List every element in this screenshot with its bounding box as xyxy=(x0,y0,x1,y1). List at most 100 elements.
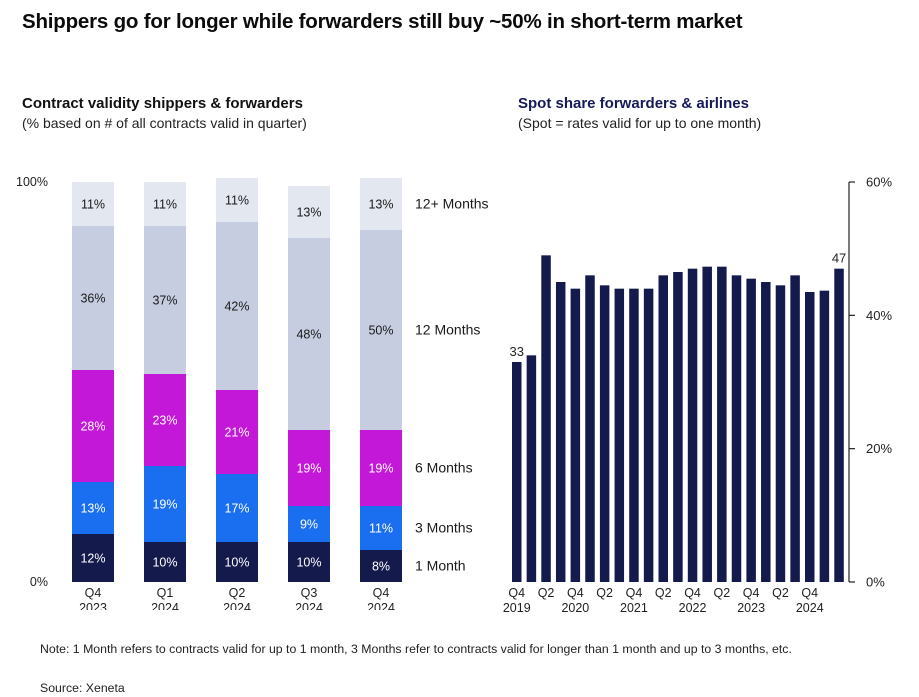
data-label: 11% xyxy=(225,194,249,208)
x-tick-label: Q2 xyxy=(655,586,672,600)
data-label: 21% xyxy=(224,426,249,440)
x-tick-label: Q1 xyxy=(157,586,174,600)
bar-segment xyxy=(360,506,402,550)
right-chart-title: Spot share forwarders & airlines xyxy=(518,95,749,112)
bar-segment xyxy=(288,186,330,238)
spot-bar xyxy=(541,255,551,582)
x-tick-label: 2019 xyxy=(503,601,531,615)
x-tick-label: Q4 xyxy=(801,586,818,600)
bar-segment xyxy=(288,430,330,506)
legend-label: 3 Months xyxy=(415,520,473,536)
y-tick-label: 100% xyxy=(16,175,48,189)
data-label: 33 xyxy=(510,344,524,359)
x-tick-label: Q4 xyxy=(567,586,584,600)
spot-bar xyxy=(629,288,639,582)
data-label: 37% xyxy=(152,294,177,308)
spot-bar xyxy=(731,275,742,582)
y-tick-label: 0% xyxy=(866,575,885,590)
bar-segment xyxy=(360,230,402,430)
bar-segment xyxy=(144,226,186,374)
data-label: 36% xyxy=(80,292,105,306)
data-label: 28% xyxy=(80,420,105,434)
y-tick-label: 40% xyxy=(866,308,892,323)
data-label: 11% xyxy=(369,522,393,536)
x-tick-label: 2024 xyxy=(151,601,179,610)
data-label: 11% xyxy=(153,198,177,212)
bar-segment xyxy=(144,466,186,542)
left-chart-title: Contract validity shippers & forwarders xyxy=(22,95,303,112)
data-label: 11% xyxy=(81,198,105,212)
x-tick-label: 2024 xyxy=(295,601,323,610)
data-label: 13% xyxy=(296,206,321,220)
data-label: 8% xyxy=(372,560,390,574)
bar-segment xyxy=(216,474,258,542)
right-chart-subtitle: (Spot = rates valid for up to one month) xyxy=(518,115,762,131)
x-tick-label: Q4 xyxy=(743,586,760,600)
bar-segment xyxy=(360,550,402,582)
bar-segment xyxy=(288,542,330,582)
data-label: 10% xyxy=(152,556,177,570)
spot-bar xyxy=(585,275,595,582)
spot-bar xyxy=(687,268,698,582)
legend-label: 6 Months xyxy=(415,460,473,476)
data-label: 19% xyxy=(368,462,393,476)
legend-label: 12+ Months xyxy=(415,196,489,212)
left-chart-subtitle: (% based on # of all contracts valid in … xyxy=(22,115,307,131)
bar-segment xyxy=(72,226,114,370)
x-tick-label: 2024 xyxy=(796,601,824,615)
legend-label: 1 Month xyxy=(415,558,466,574)
x-tick-label: 2021 xyxy=(620,601,648,615)
spot-bar xyxy=(614,288,625,582)
spot-bar xyxy=(599,285,610,582)
x-tick-label: 2023 xyxy=(737,601,765,615)
data-label: 10% xyxy=(296,556,321,570)
x-tick-label: 2020 xyxy=(561,601,589,615)
data-label: 19% xyxy=(152,498,177,512)
spot-bar xyxy=(834,268,844,582)
spot-bar xyxy=(673,272,683,582)
spot-bar xyxy=(805,292,815,582)
data-label: 23% xyxy=(152,414,177,428)
spot-bar xyxy=(746,278,756,582)
bar-segment xyxy=(288,506,330,542)
spot-bar xyxy=(658,275,668,582)
data-label: 42% xyxy=(224,300,249,314)
spot-bar xyxy=(790,275,800,582)
spot-bar xyxy=(526,355,537,582)
bar-segment xyxy=(72,482,114,534)
spot-bar xyxy=(775,285,786,582)
source: Source: Xeneta xyxy=(40,681,125,695)
spot-bar xyxy=(761,282,771,582)
data-label: 12% xyxy=(80,552,105,566)
data-label: 17% xyxy=(224,502,249,516)
spot-bar xyxy=(819,290,830,582)
bar-segment xyxy=(216,542,258,582)
bar-segment xyxy=(144,542,186,582)
x-tick-label: 2023 xyxy=(79,601,107,610)
bar-segment xyxy=(216,390,258,474)
bar-segment xyxy=(216,222,258,390)
y-tick-label: 20% xyxy=(866,441,892,456)
spot-bar xyxy=(702,266,712,582)
x-tick-label: Q4 xyxy=(508,586,525,600)
y-tick-label: 60% xyxy=(866,175,892,190)
x-tick-label: Q3 xyxy=(301,586,318,600)
bar-segment xyxy=(72,370,114,482)
x-tick-label: Q2 xyxy=(229,586,246,600)
data-label: 10% xyxy=(224,556,249,570)
legend-label: 12 Months xyxy=(415,322,480,338)
x-tick-label: Q2 xyxy=(714,586,731,600)
x-tick-label: 2024 xyxy=(223,601,251,610)
data-label: 9% xyxy=(300,518,318,532)
data-label: 19% xyxy=(296,462,321,476)
data-label: 48% xyxy=(296,328,321,342)
x-tick-label: 2024 xyxy=(367,601,395,610)
data-label: 47 xyxy=(832,251,846,266)
page-title: Shippers go for longer while forwarders … xyxy=(22,10,743,33)
data-label: 13% xyxy=(80,502,105,516)
bar-segment xyxy=(72,182,114,226)
x-tick-label: Q2 xyxy=(538,586,555,600)
x-tick-label: Q4 xyxy=(626,586,643,600)
bar-segment xyxy=(288,238,330,430)
bar-segment xyxy=(72,534,114,582)
